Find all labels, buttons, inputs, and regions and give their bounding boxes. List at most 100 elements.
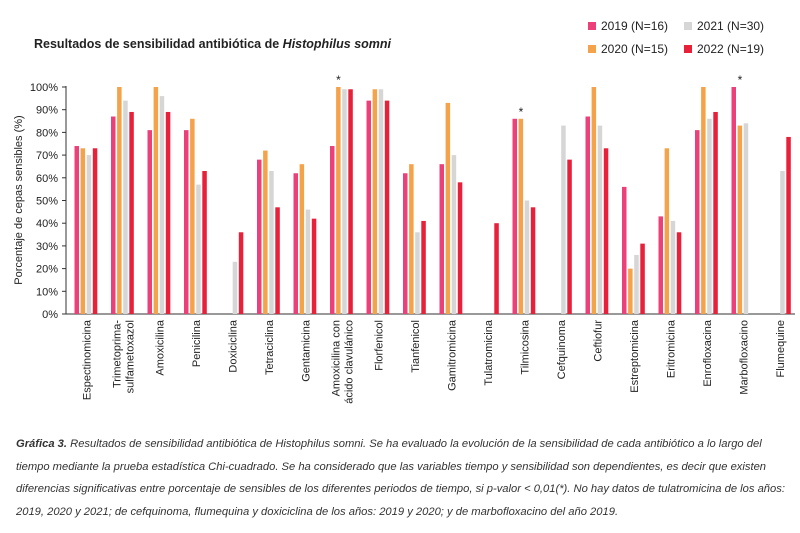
- bar: [269, 170, 274, 314]
- bar: [737, 125, 743, 314]
- bar: [336, 87, 341, 314]
- x-category-line: Cefquinoma: [556, 319, 568, 379]
- bar: [670, 220, 676, 314]
- bar: [117, 87, 122, 314]
- caption-label: Gráfica 3.: [16, 438, 67, 450]
- bar: [330, 146, 335, 314]
- x-category-label: Florfenicol: [373, 320, 385, 371]
- x-category-label: Flumequine: [775, 320, 787, 377]
- bar: [305, 209, 311, 314]
- bar: [695, 130, 700, 314]
- x-axis-categories: Espectinomicina Trimetoprima-sulfametoxaz…: [81, 319, 787, 404]
- y-tick-label: 80%: [36, 127, 58, 139]
- significance-marker: *: [519, 105, 524, 119]
- x-category-line: ácido clavulánico: [343, 320, 355, 404]
- x-category-line: Eritromicina: [665, 319, 677, 378]
- bar: [634, 254, 639, 314]
- bar: [372, 89, 378, 315]
- caption-text: Resultados de sensibilidad antibiótica d…: [16, 438, 785, 518]
- bar: [567, 159, 572, 314]
- bar: [129, 111, 134, 314]
- legend-swatch: [588, 22, 596, 30]
- bar: [676, 232, 682, 314]
- bar: [74, 146, 79, 314]
- bar: [518, 118, 524, 314]
- bar: [530, 207, 536, 314]
- x-category-label: Amoxicilina con ácido clavulánico: [330, 320, 355, 404]
- bar: [786, 136, 791, 314]
- x-category-line: Ceftiofur: [592, 320, 604, 362]
- bar: [707, 118, 712, 314]
- legend: 2019 (N=16) 2020 (N=15) 2021 (N=30) 2022 (N…: [588, 19, 764, 56]
- bar: [561, 125, 566, 314]
- x-category-line: Doxiciclina: [227, 319, 239, 372]
- bar: [293, 173, 298, 314]
- bar: [263, 150, 268, 314]
- bar: [111, 116, 116, 314]
- x-category-label: Tilmicosina: [519, 319, 531, 374]
- bar: [713, 111, 718, 314]
- y-axis-label: Porcentaje de cepas sensibles (%): [13, 115, 25, 284]
- y-axis: 0% 10% 20% 30% 40% 50% 60% 70% 80% 90% 100%: [30, 82, 66, 321]
- bar: [165, 111, 171, 314]
- chart-title: Resultados de sensibilidad antibiótica d…: [34, 37, 392, 51]
- figure-caption: Gráfica 3. Resultados de sensibilidad an…: [16, 433, 786, 523]
- bar: [238, 232, 244, 314]
- x-category-label: Gamitromicina: [446, 319, 458, 391]
- y-tick-label: 40%: [36, 218, 58, 230]
- legend-swatch: [588, 45, 596, 53]
- bar: [147, 130, 152, 314]
- x-category-line: Tetraciclina: [264, 319, 276, 375]
- bar: [445, 102, 451, 314]
- bar-chart: Resultados de sensibilidad antibiótica d…: [13, 19, 795, 404]
- x-category-label: Cefquinoma: [556, 319, 568, 379]
- x-category-label: Gentamicina: [300, 319, 312, 382]
- bar: [457, 182, 463, 314]
- bar: [190, 118, 195, 314]
- x-category-label: Estreptomicina: [629, 319, 641, 393]
- bar: [232, 261, 238, 314]
- x-category-line: Espectinomicina: [81, 319, 93, 400]
- bar: [494, 223, 499, 314]
- x-category-label: Tianfenicol: [410, 320, 422, 373]
- x-category-line: Amoxicilina con: [330, 320, 342, 396]
- x-category-label: Penicilina: [191, 319, 203, 367]
- x-category-line: Estreptomicina: [629, 319, 641, 393]
- y-tick-label: 10%: [36, 286, 58, 298]
- bar: [378, 89, 384, 315]
- y-tick-label: 30%: [36, 241, 58, 253]
- x-category-line: Tilmicosina: [519, 319, 531, 374]
- x-category-line: Gamitromicina: [446, 319, 458, 391]
- bar: [184, 130, 189, 314]
- bar: [603, 148, 609, 314]
- x-category-label: Trimetoprima-sulfametoxazol: [111, 320, 136, 394]
- significance-marker: *: [738, 73, 743, 87]
- x-category-label: Doxiciclina: [227, 319, 239, 372]
- legend-swatch: [684, 22, 692, 30]
- y-tick-label: 100%: [30, 82, 58, 94]
- bar: [403, 173, 408, 314]
- bar: [512, 118, 517, 314]
- bar: [439, 164, 444, 314]
- y-tick-label: 90%: [36, 105, 58, 117]
- y-tick-label: 70%: [36, 150, 58, 162]
- x-category-line: Trimetoprima-: [111, 320, 123, 388]
- significance-markers: * * *: [336, 73, 743, 119]
- x-category-label: Amoxicilina: [154, 319, 166, 376]
- bar: [451, 155, 457, 314]
- x-category-label: Tetraciclina: [264, 319, 276, 375]
- bar: [640, 243, 645, 314]
- x-category-line: Florfenicol: [373, 320, 385, 371]
- x-category-line: Tianfenicol: [410, 320, 422, 373]
- bar: [409, 164, 414, 314]
- legend-label: 2019 (N=16): [601, 19, 668, 33]
- x-category-line: Gentamicina: [300, 319, 312, 382]
- x-category-label: Enrofloxacina: [702, 319, 714, 387]
- y-tick-label: 0%: [42, 309, 58, 321]
- bar: [591, 87, 597, 314]
- x-category-line: Marbofloxacino: [738, 320, 750, 395]
- bar: [658, 216, 663, 314]
- bar: [622, 186, 627, 314]
- bar: [421, 220, 426, 314]
- x-category-label: Espectinomicina: [81, 319, 93, 400]
